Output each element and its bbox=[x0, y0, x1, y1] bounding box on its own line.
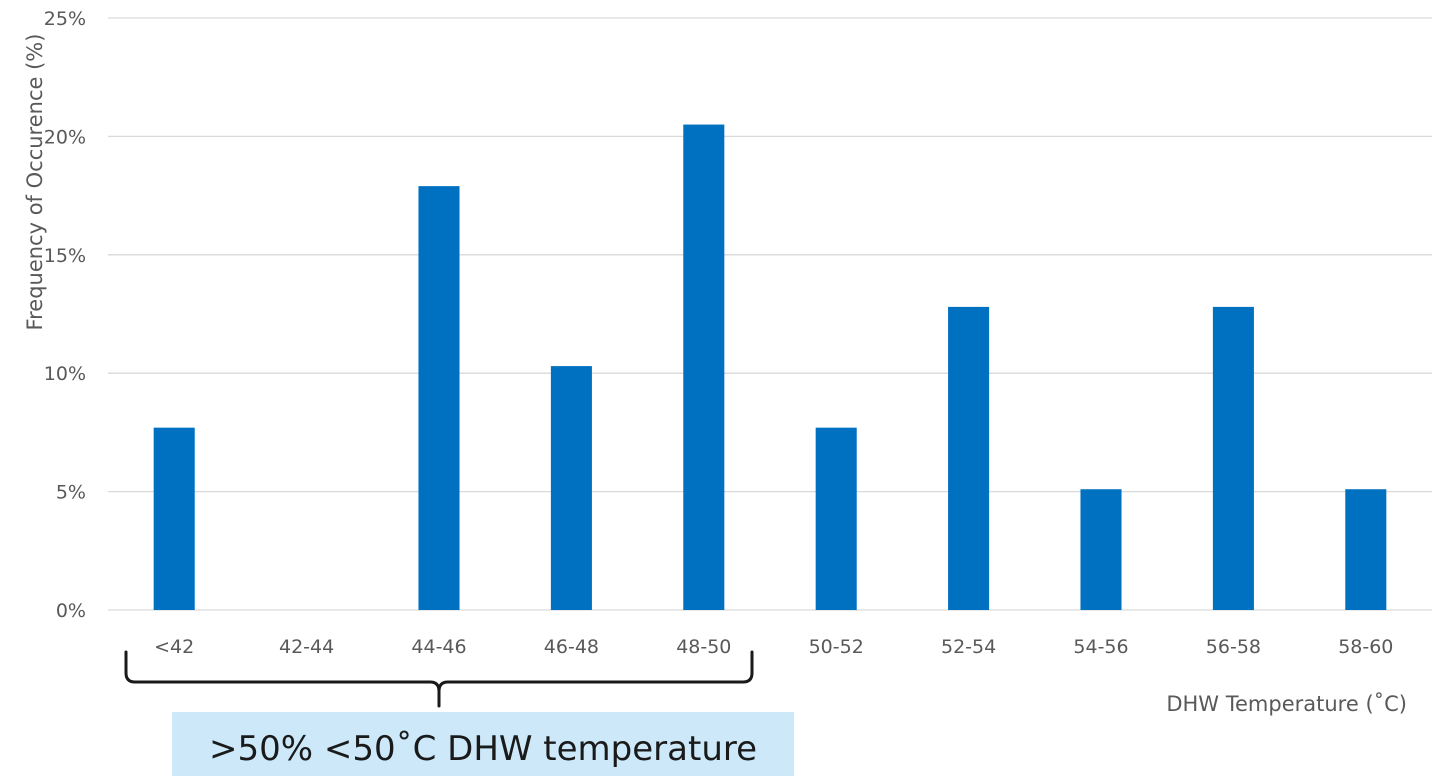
bar bbox=[1080, 489, 1122, 610]
x-tick-label: <42 bbox=[154, 636, 194, 658]
x-tick-labels: <42 42-44 44-46 46-48 48-50 50-52 52-54 54-56 56… bbox=[154, 636, 1393, 658]
bars bbox=[153, 124, 1387, 611]
annotation-brace bbox=[124, 650, 754, 708]
bar bbox=[683, 124, 725, 610]
x-tick-label: 48-50 bbox=[676, 636, 731, 658]
x-tick-label: 44-46 bbox=[411, 636, 466, 658]
bar bbox=[1345, 489, 1387, 610]
bar bbox=[1212, 306, 1254, 610]
bar bbox=[153, 427, 195, 610]
y-tick-label: 10% bbox=[44, 363, 86, 385]
bar bbox=[550, 366, 592, 610]
y-tick-labels: 0% 5% 10% 15% 20% 25% bbox=[44, 8, 86, 622]
y-tick-label: 25% bbox=[44, 8, 86, 30]
x-tick-label: 54-56 bbox=[1073, 636, 1128, 658]
y-tick-label: 5% bbox=[56, 482, 86, 504]
y-axis-title: Frequency of Occurence (%) bbox=[23, 34, 47, 331]
x-tick-label: 46-48 bbox=[544, 636, 599, 658]
x-tick-label: 52-54 bbox=[941, 636, 996, 658]
x-tick-label: 42-44 bbox=[279, 636, 334, 658]
x-axis-title: DHW Temperature (˚C) bbox=[1166, 692, 1407, 716]
annotation-box bbox=[172, 712, 794, 776]
annotation: >50% <50˚C DHW temperature bbox=[124, 650, 794, 776]
gridlines bbox=[108, 17, 1432, 611]
y-tick-label: 15% bbox=[44, 245, 86, 267]
bar bbox=[418, 186, 460, 611]
y-tick-label: 20% bbox=[44, 126, 86, 148]
bar bbox=[815, 427, 857, 610]
x-tick-label: 50-52 bbox=[809, 636, 864, 658]
x-tick-label: 56-58 bbox=[1206, 636, 1261, 658]
bar bbox=[948, 306, 990, 610]
annotation-text: >50% <50˚C DHW temperature bbox=[209, 729, 757, 769]
y-tick-label: 0% bbox=[56, 600, 86, 622]
x-tick-label: 58-60 bbox=[1338, 636, 1393, 658]
